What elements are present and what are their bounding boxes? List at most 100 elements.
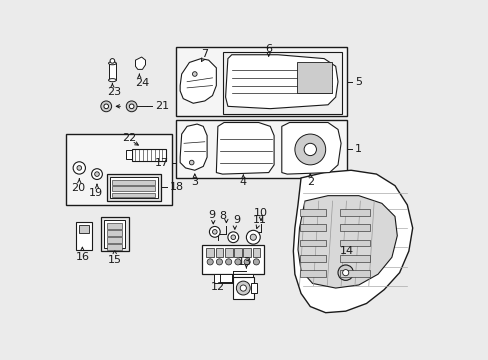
Circle shape bbox=[240, 285, 246, 291]
Text: 24: 24 bbox=[135, 78, 149, 88]
Polygon shape bbox=[225, 55, 337, 109]
Bar bbox=[299, 255, 326, 262]
Text: 12: 12 bbox=[210, 282, 224, 292]
Circle shape bbox=[250, 234, 256, 240]
Text: 8: 8 bbox=[219, 211, 225, 221]
Bar bbox=[215, 248, 223, 257]
Text: 6: 6 bbox=[264, 44, 272, 54]
Bar bbox=[107, 223, 122, 229]
Circle shape bbox=[244, 259, 250, 265]
Text: 11: 11 bbox=[253, 215, 266, 225]
Text: 19: 19 bbox=[88, 188, 102, 198]
Bar bbox=[110, 177, 158, 198]
Text: 18: 18 bbox=[170, 182, 184, 192]
Polygon shape bbox=[180, 59, 216, 103]
Bar bbox=[79, 225, 88, 233]
Text: 21: 21 bbox=[154, 101, 168, 111]
Polygon shape bbox=[297, 195, 396, 288]
Circle shape bbox=[227, 232, 238, 243]
Circle shape bbox=[337, 265, 353, 280]
Bar bbox=[176, 47, 346, 116]
Circle shape bbox=[294, 134, 325, 165]
Text: 4: 4 bbox=[239, 177, 246, 187]
Circle shape bbox=[73, 162, 85, 174]
Text: 15: 15 bbox=[107, 255, 122, 265]
Bar bbox=[107, 174, 161, 201]
Bar bbox=[112, 186, 154, 191]
Bar bbox=[108, 63, 116, 80]
Polygon shape bbox=[180, 124, 207, 170]
Circle shape bbox=[189, 160, 194, 165]
Circle shape bbox=[91, 169, 102, 180]
Bar bbox=[112, 193, 154, 197]
Bar bbox=[243, 248, 250, 257]
Polygon shape bbox=[281, 122, 341, 174]
Text: 14: 14 bbox=[340, 246, 354, 256]
Bar bbox=[107, 230, 122, 236]
Circle shape bbox=[209, 226, 220, 237]
Text: 16: 16 bbox=[75, 252, 89, 262]
Bar bbox=[339, 224, 369, 231]
Bar bbox=[224, 248, 232, 257]
Text: 1: 1 bbox=[354, 144, 361, 154]
Bar bbox=[299, 209, 326, 216]
Circle shape bbox=[129, 104, 134, 109]
Circle shape bbox=[246, 230, 260, 244]
Text: 3: 3 bbox=[191, 177, 198, 187]
Circle shape bbox=[101, 101, 111, 112]
Circle shape bbox=[126, 101, 137, 112]
Text: 7: 7 bbox=[201, 49, 208, 59]
Ellipse shape bbox=[108, 62, 116, 65]
Bar bbox=[232, 277, 254, 299]
Circle shape bbox=[225, 259, 231, 265]
Circle shape bbox=[342, 270, 348, 276]
Bar bbox=[299, 224, 326, 231]
Bar bbox=[104, 220, 125, 248]
Bar bbox=[339, 270, 369, 277]
Circle shape bbox=[110, 59, 115, 63]
Bar bbox=[76, 222, 91, 249]
Circle shape bbox=[77, 166, 81, 170]
Bar bbox=[297, 62, 331, 93]
Text: 20: 20 bbox=[71, 183, 84, 193]
Circle shape bbox=[207, 259, 213, 265]
Bar bbox=[334, 262, 356, 283]
Bar bbox=[112, 180, 154, 185]
Bar bbox=[339, 209, 369, 216]
Text: 2: 2 bbox=[306, 177, 313, 187]
Bar bbox=[176, 120, 346, 178]
Text: 10: 10 bbox=[253, 208, 267, 217]
Bar bbox=[202, 245, 264, 274]
Circle shape bbox=[212, 230, 217, 234]
Bar bbox=[107, 237, 122, 243]
Bar bbox=[131, 149, 166, 161]
Ellipse shape bbox=[108, 78, 116, 82]
Bar bbox=[339, 255, 369, 262]
Text: 9: 9 bbox=[232, 215, 240, 225]
Bar bbox=[222, 53, 341, 114]
Circle shape bbox=[253, 259, 259, 265]
Text: 23: 23 bbox=[107, 87, 121, 98]
Polygon shape bbox=[216, 122, 274, 174]
Bar bbox=[252, 248, 260, 257]
Circle shape bbox=[230, 235, 235, 239]
Polygon shape bbox=[135, 57, 145, 69]
Circle shape bbox=[104, 104, 108, 109]
Bar bbox=[299, 239, 326, 247]
Circle shape bbox=[192, 72, 197, 76]
Bar bbox=[126, 150, 132, 159]
Text: 17: 17 bbox=[154, 158, 168, 167]
Text: 9: 9 bbox=[208, 210, 215, 220]
Text: 22: 22 bbox=[122, 133, 136, 143]
Circle shape bbox=[304, 143, 316, 156]
Circle shape bbox=[216, 259, 222, 265]
Circle shape bbox=[236, 281, 250, 295]
Bar bbox=[299, 270, 326, 277]
Circle shape bbox=[95, 172, 99, 176]
Bar bbox=[101, 217, 128, 251]
Bar bbox=[339, 239, 369, 247]
Bar bbox=[206, 248, 214, 257]
Text: 5: 5 bbox=[354, 77, 361, 87]
Bar bbox=[66, 134, 172, 205]
Circle shape bbox=[234, 259, 241, 265]
